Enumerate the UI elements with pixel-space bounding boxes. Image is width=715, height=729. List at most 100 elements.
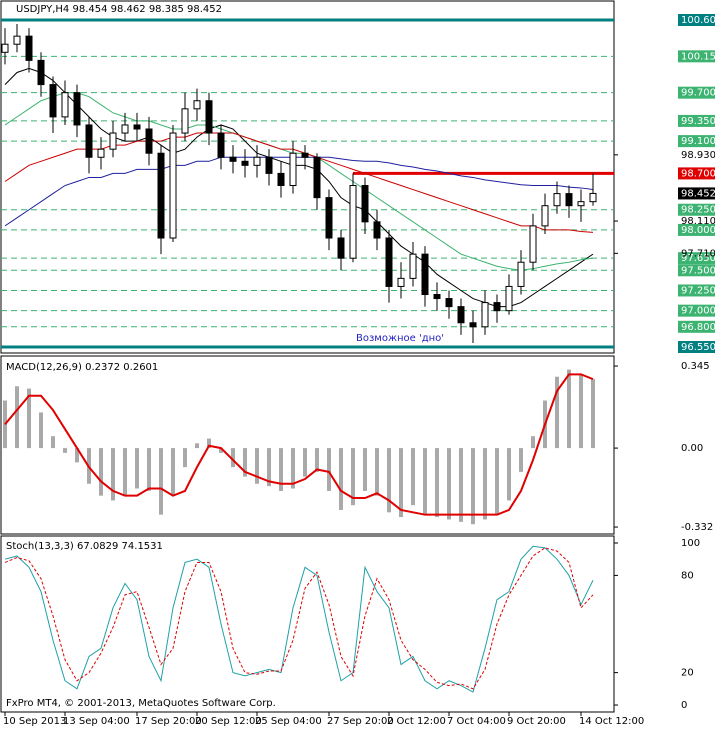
indicator-line	[4, 373, 594, 516]
macd-bar	[339, 448, 343, 510]
macd-bar	[483, 448, 487, 520]
level-label: 97.250	[681, 285, 715, 296]
candle-body	[457, 306, 465, 324]
price-pane	[0, 0, 615, 354]
macd-bar	[327, 448, 331, 491]
level-label: 97.000	[681, 306, 715, 317]
candle-body	[217, 132, 225, 158]
candle-body	[49, 84, 57, 118]
level-label-box	[678, 167, 715, 180]
x-tick-label: 9 Oct 20:00	[507, 716, 566, 727]
candle-body	[385, 237, 393, 287]
macd-bar	[123, 448, 127, 496]
level-label: 99.350	[681, 116, 715, 127]
candle-body	[337, 237, 345, 259]
macd-bar	[159, 448, 163, 515]
macd-bar	[435, 448, 439, 518]
level-label: 100.150	[681, 51, 715, 62]
x-tick-label: 2 Oct 12:00	[387, 716, 446, 727]
y-tick-label: -0.332	[681, 522, 713, 533]
indicator-line	[4, 92, 594, 271]
stoch-pane	[0, 535, 615, 713]
candle-body	[1, 43, 9, 53]
candle-body	[61, 92, 69, 118]
level-label-box	[678, 223, 715, 236]
candle-body	[121, 124, 129, 134]
level-label: 98.700	[681, 168, 715, 179]
candle-body	[565, 193, 573, 207]
level-label-box	[678, 340, 715, 353]
candle-body	[397, 277, 405, 287]
macd-bar	[63, 448, 67, 453]
level-label-box	[678, 50, 715, 63]
y-tick-label: 0.00	[681, 443, 703, 454]
macd-bar	[567, 369, 571, 449]
y-tick-label: 20	[681, 668, 694, 679]
macd-bar	[495, 448, 499, 515]
macd-bar	[99, 448, 103, 496]
level-label: 99.100	[681, 136, 715, 147]
macd-bar	[183, 448, 187, 468]
candle-body	[157, 152, 165, 239]
y-tick-label: 0.345	[681, 361, 710, 372]
indicator-line	[4, 67, 594, 308]
macd-bar	[447, 448, 451, 520]
macd-bar	[75, 448, 79, 463]
macd-bar	[39, 412, 43, 449]
indicator-line	[4, 547, 594, 690]
macd-bar	[459, 448, 463, 522]
candle-body	[241, 160, 249, 166]
macd-bar	[255, 448, 259, 484]
x-tick-label: 25 Sep 04:00	[255, 716, 322, 727]
candle-body	[37, 59, 45, 86]
macd-bar	[15, 386, 19, 449]
macd-bar	[591, 379, 595, 449]
macd-bar	[315, 448, 319, 472]
candle-body	[505, 285, 513, 312]
level-label: 100.600	[681, 15, 715, 26]
macd-bar	[219, 448, 223, 453]
macd-bar	[387, 448, 391, 513]
macd-bar	[279, 448, 283, 491]
indicator-line	[4, 545, 594, 693]
macd-bar	[519, 448, 523, 472]
macd-bar	[135, 448, 139, 489]
candle-body	[409, 253, 417, 279]
candle-body	[73, 92, 81, 126]
x-tick-label: 7 Oct 04:00	[447, 716, 506, 727]
y-tick-label: 98.110	[681, 216, 715, 227]
macd-bar	[363, 448, 367, 491]
candle-body	[517, 261, 525, 287]
level-label-box	[678, 264, 715, 277]
level-label-box	[678, 304, 715, 317]
level-label-box	[678, 14, 715, 27]
candle-body	[229, 156, 237, 162]
level-label-box	[678, 284, 715, 297]
level-label: 97.500	[681, 265, 715, 276]
candle-body	[313, 156, 321, 199]
level-label: 97.650	[681, 253, 715, 264]
candle-body	[109, 132, 117, 150]
macd-bar	[111, 448, 115, 501]
x-tick-label: 10 Sep 2013	[3, 716, 66, 727]
candle-body	[169, 132, 177, 239]
level-label: 98.250	[681, 205, 715, 216]
candle-body	[145, 128, 153, 154]
level-label-box	[678, 252, 715, 265]
level-label-box	[678, 86, 715, 99]
macd-bar	[423, 448, 427, 515]
macd-bar	[171, 448, 175, 496]
y-tick-label: 0	[681, 700, 687, 711]
x-tick-label: 27 Sep 20:00	[327, 716, 394, 727]
macd-bar	[351, 448, 355, 506]
candle-body	[445, 298, 453, 308]
last-price-box	[678, 187, 715, 200]
level-label-box	[678, 114, 715, 127]
macd-bar	[243, 448, 247, 477]
candle-body	[421, 253, 429, 296]
candle-body	[133, 124, 141, 130]
y-tick-label: 97.710	[681, 248, 715, 259]
candle-body	[289, 152, 297, 187]
macd-bar	[51, 436, 55, 449]
candle-body	[469, 322, 477, 328]
